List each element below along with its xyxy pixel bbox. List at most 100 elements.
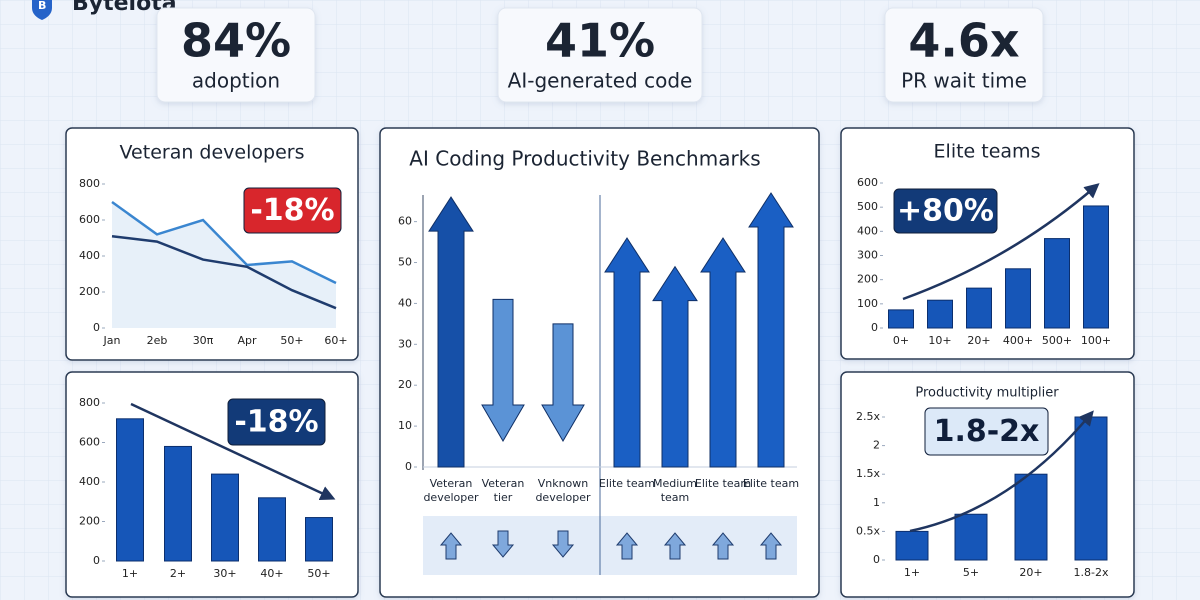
stat-value: 84% <box>181 14 291 68</box>
trend-arrow <box>902 183 1100 301</box>
x-tick-label: 20+ <box>967 334 990 347</box>
y-tick-label: 50 <box>398 256 412 269</box>
x-tick-label: 60+ <box>324 334 347 347</box>
x-tick-label: 20+ <box>1019 566 1042 579</box>
arrow-bar <box>748 192 794 468</box>
direction-icon <box>551 530 575 558</box>
stat-card <box>156 7 316 103</box>
stat-card <box>497 7 703 103</box>
y-tick-label: 0 <box>405 460 412 473</box>
y-tick-label: 0.5x <box>856 524 880 537</box>
y-tick-label: 2 <box>873 439 880 452</box>
x-tick-label: 2+ <box>170 567 186 580</box>
direction-icon <box>663 532 687 560</box>
x-tick-label: Jan <box>103 334 121 347</box>
y-tick-label: 600 <box>79 436 100 449</box>
direction-icon <box>439 532 463 560</box>
x-tick-label: 40+ <box>260 567 283 580</box>
stat-card <box>884 7 1044 103</box>
y-tick-label: 0 <box>93 321 100 334</box>
bar <box>954 513 988 561</box>
logo-text: Bytelota <box>72 0 177 16</box>
x-tick-label: 100+ <box>1081 334 1111 347</box>
bar <box>1074 416 1108 561</box>
x-tick-label: 1.8-2x <box>1074 566 1109 579</box>
y-tick-label: 600 <box>79 213 100 226</box>
chart-title: Productivity multiplier <box>915 386 1059 401</box>
arrow-bar <box>481 298 525 442</box>
direction-icon <box>711 532 735 560</box>
y-tick-label: 200 <box>79 285 100 298</box>
line <box>111 200 337 285</box>
bar <box>1083 205 1109 329</box>
chart-title: Veteran developers <box>120 142 305 164</box>
y-tick-label: 20 <box>398 378 412 391</box>
bar <box>305 517 333 562</box>
y-tick-label: 500 <box>857 200 878 213</box>
bar <box>258 497 286 562</box>
x-tick-label: Veteran tier <box>481 477 525 504</box>
direction-icon <box>615 532 639 560</box>
bar <box>966 287 992 329</box>
badge <box>893 188 998 234</box>
x-tick-label: Elite team <box>694 477 752 490</box>
bar <box>888 309 914 329</box>
bar <box>1014 473 1048 561</box>
x-tick-label: 5+ <box>963 566 979 579</box>
bar <box>211 473 239 562</box>
logo-icon <box>32 0 52 20</box>
x-tick-label: Vnknown developer <box>535 477 591 504</box>
x-tick-label: 30+ <box>213 567 236 580</box>
y-tick-label: 300 <box>857 249 878 262</box>
y-tick-label: 30 <box>398 337 412 350</box>
x-tick-label: 1+ <box>904 566 920 579</box>
area <box>112 202 336 328</box>
x-tick-label: 10+ <box>928 334 951 347</box>
y-tick-label: 10 <box>398 419 412 432</box>
y-tick-label: 400 <box>79 475 100 488</box>
badge-text: +80% <box>897 194 994 229</box>
y-tick-label: 100 <box>857 297 878 310</box>
arrow-bar <box>428 196 474 468</box>
trend-arrow <box>130 402 336 500</box>
stat-label: AI-generated code <box>508 69 693 93</box>
y-tick-label: 400 <box>79 249 100 262</box>
y-tick-label: 0 <box>93 554 100 567</box>
x-tick-label: Elite team <box>598 477 656 490</box>
x-tick-label: 400+ <box>1003 334 1033 347</box>
stat-label: PR wait time <box>901 69 1027 93</box>
bar <box>927 299 953 329</box>
x-tick-label: 1+ <box>122 567 138 580</box>
stat-label: adoption <box>192 69 280 93</box>
chart-title: Elite teams <box>934 141 1041 163</box>
y-tick-label: 600 <box>857 176 878 189</box>
y-tick-label: 2.5x <box>856 410 880 423</box>
badge <box>243 187 342 234</box>
y-tick-label: 0 <box>873 553 880 566</box>
y-tick-label: 800 <box>79 396 100 409</box>
y-tick-label: 0 <box>871 321 878 334</box>
panel <box>65 127 359 361</box>
bar <box>1005 268 1031 329</box>
y-tick-label: 1 <box>873 496 880 509</box>
x-tick-label: 500+ <box>1042 334 1072 347</box>
x-tick-label: Veteran developer <box>423 477 479 504</box>
line <box>111 234 337 310</box>
arrow-bar <box>604 237 650 468</box>
stat-value: 4.6x <box>908 14 1019 68</box>
bar <box>116 418 144 562</box>
bar <box>1044 238 1070 329</box>
y-tick-label: 40 <box>398 296 412 309</box>
direction-icon <box>759 532 783 560</box>
y-tick-label: 800 <box>79 177 100 190</box>
x-tick-label: 30π <box>193 334 214 347</box>
x-tick-label: 0+ <box>893 334 909 347</box>
chart-title: AI Coding Productivity Benchmarks <box>409 147 760 171</box>
arrow-bar <box>700 237 746 468</box>
bar <box>164 445 192 562</box>
logo-mark: B <box>38 0 46 12</box>
arrow-strip <box>423 516 797 575</box>
badge-text: -18% <box>250 193 334 228</box>
